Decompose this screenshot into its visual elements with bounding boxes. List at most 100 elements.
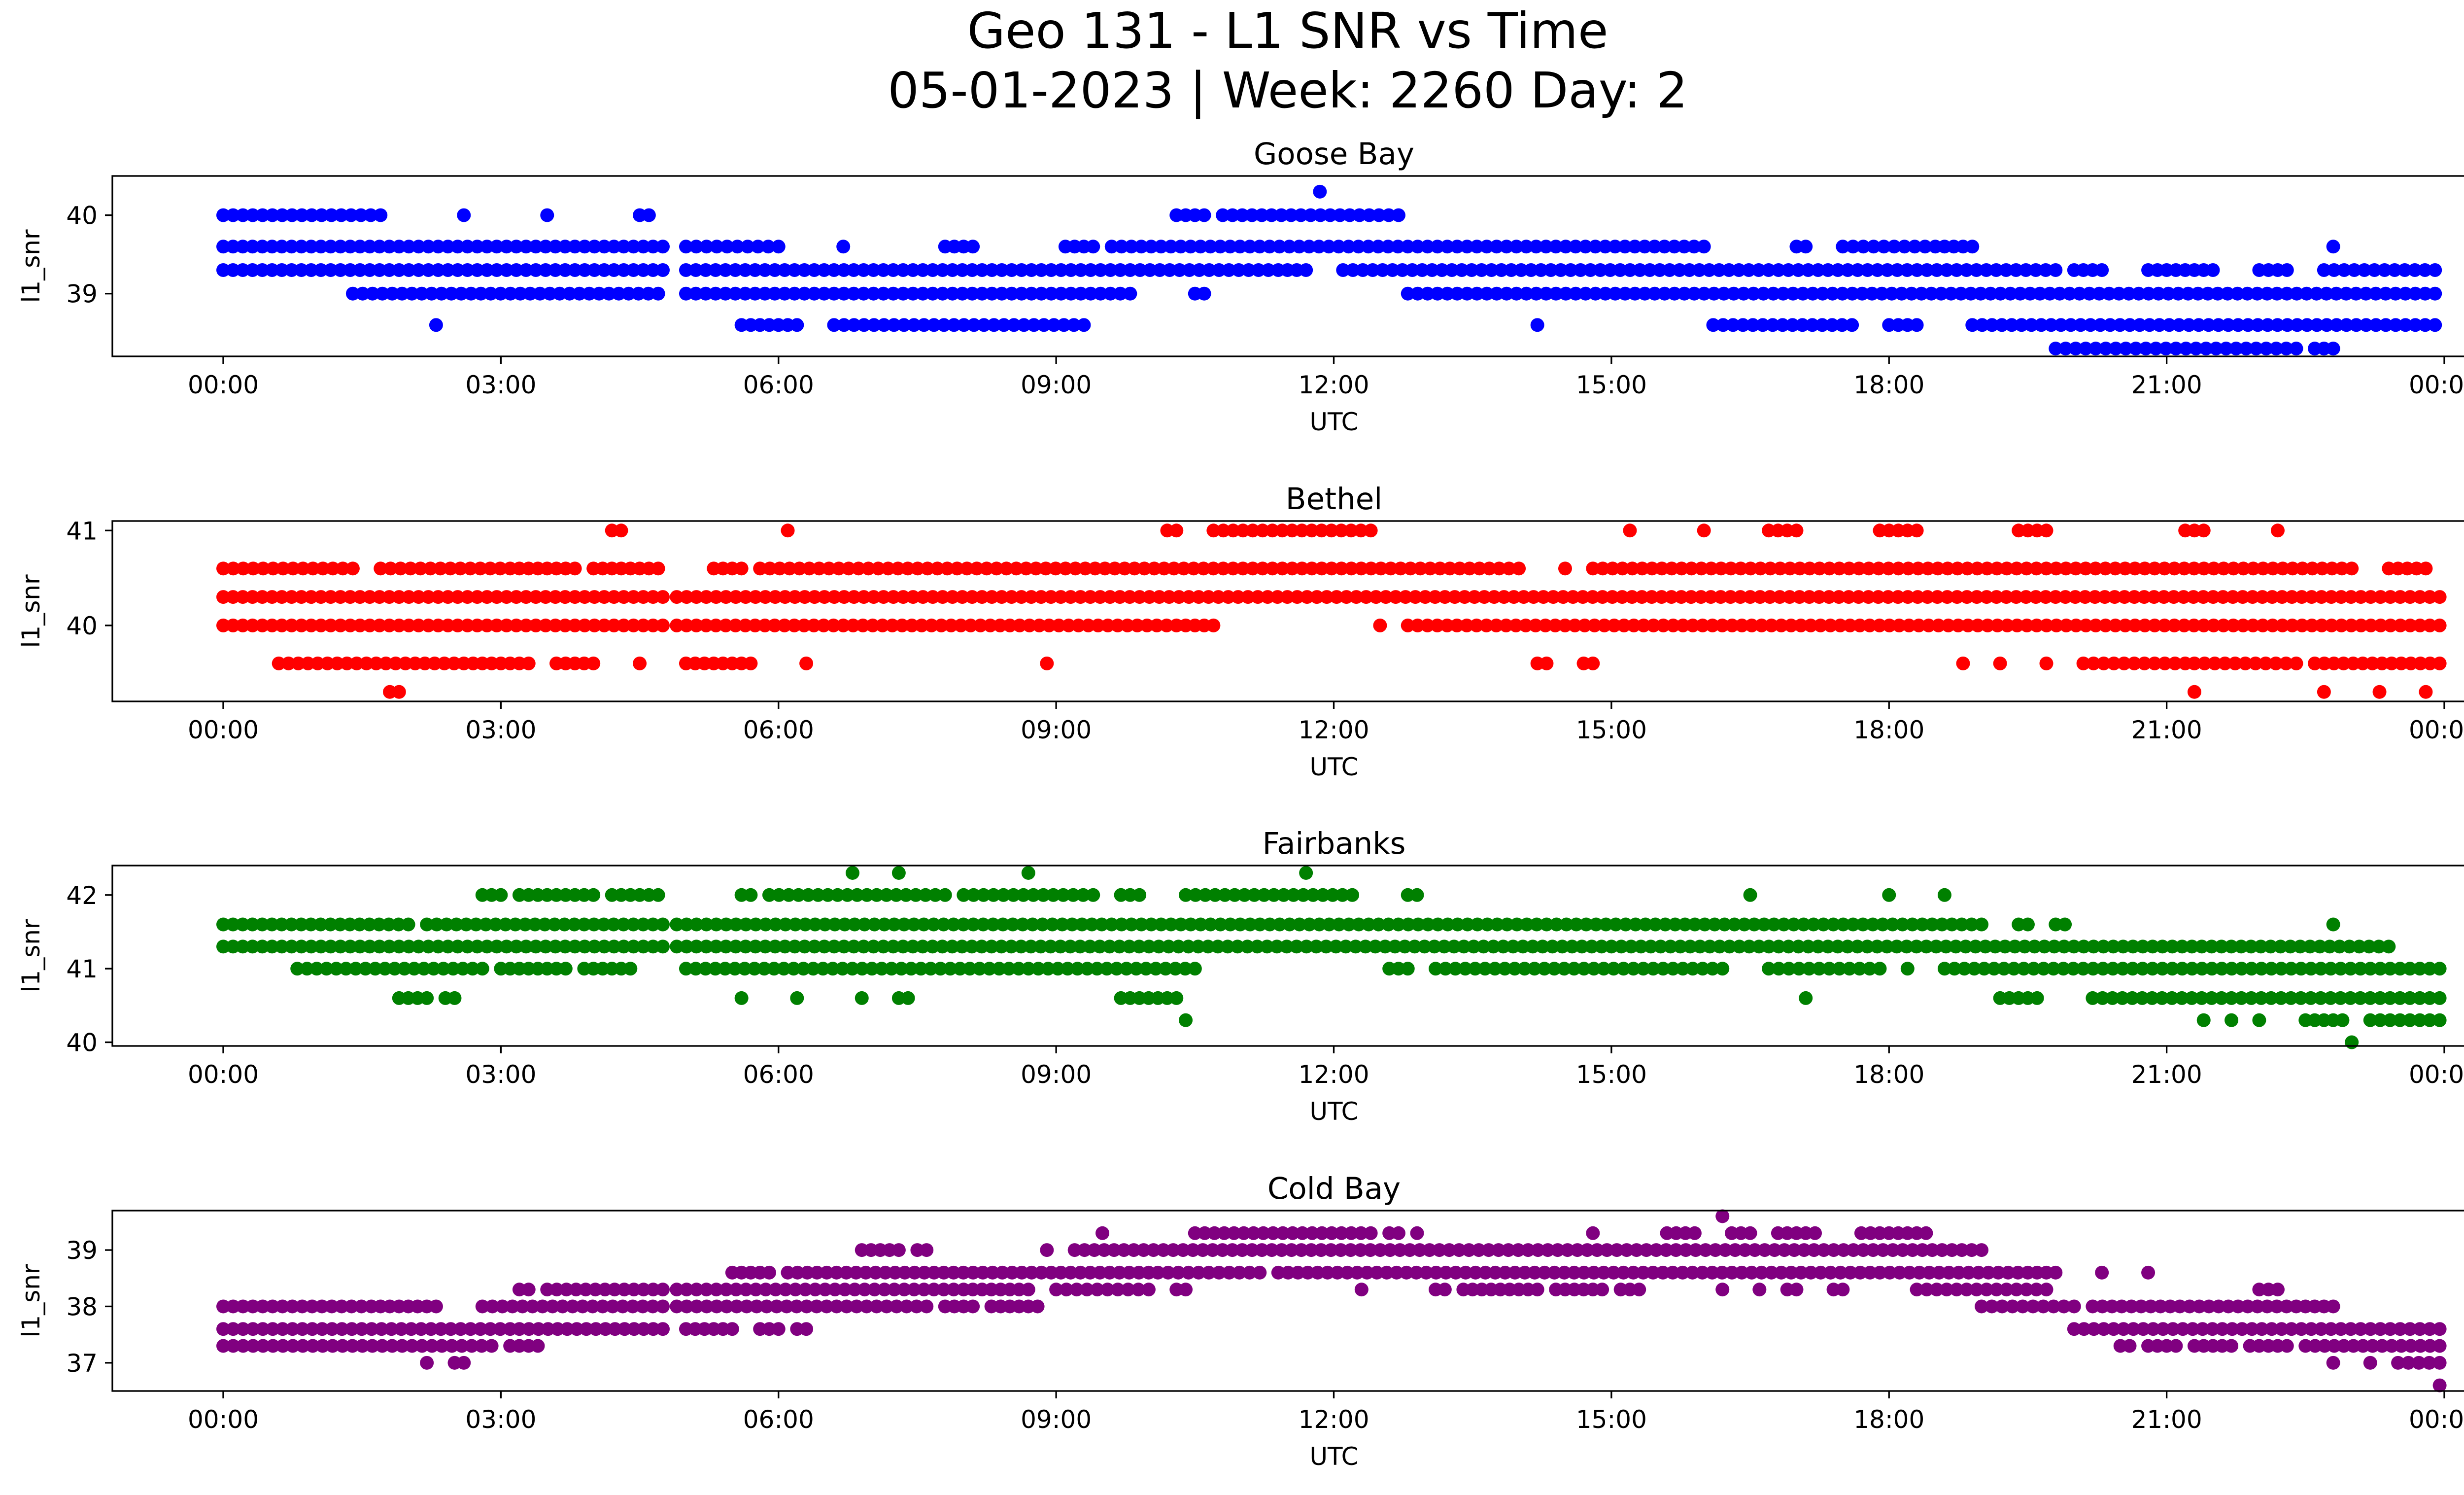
bethel-point [2403, 618, 2417, 632]
bethel-point [2383, 618, 2397, 632]
bethel-point [1961, 618, 1975, 632]
bethel-point [954, 618, 968, 632]
fairbanks-point [798, 917, 812, 932]
fairbanks-point [2423, 962, 2437, 976]
bethel-point [2029, 590, 2043, 604]
goose-bay-point [460, 263, 475, 277]
cold-bay-point [2117, 1322, 2131, 1336]
goose-bay-point [1727, 286, 1741, 301]
bethel-point [2196, 590, 2210, 604]
fairbanks-point [1712, 939, 1727, 954]
goose-bay-point [382, 240, 396, 254]
cold-bay-point [1807, 1243, 1821, 1257]
fairbanks-point [1368, 939, 1382, 954]
bethel-point [310, 656, 325, 670]
goose-bay-point [957, 318, 971, 332]
goose-bay-point [1657, 286, 1672, 301]
cold-bay-point [1985, 1299, 1999, 1314]
goose-bay-point [1785, 318, 1800, 332]
cold-bay-point [2264, 1322, 2279, 1336]
bethel-point [2372, 685, 2387, 699]
bethel-point [2344, 618, 2359, 632]
goose-bay-point [457, 208, 471, 222]
fairbanks-point [1352, 917, 1366, 932]
bethel-point [680, 618, 694, 632]
cold-bay-point [699, 1283, 714, 1297]
goose-bay-point [955, 263, 969, 277]
bethel-point [2107, 656, 2121, 670]
bethel-point [2128, 561, 2142, 576]
cold-bay-point [1222, 1265, 1236, 1280]
fairbanks-point [2393, 962, 2407, 976]
cold-bay-point [1300, 1265, 1315, 1280]
goose-bay-point [1460, 286, 1474, 301]
goose-bay-point [1366, 263, 1380, 277]
fairbanks-point [1905, 917, 1919, 932]
fairbanks-point [1589, 917, 1603, 932]
goose-bay-point [1500, 240, 1514, 254]
bethel-point [2088, 618, 2103, 632]
cold-bay-point [2146, 1322, 2160, 1336]
bethel-point [1607, 618, 1621, 632]
goose-bay-point [226, 263, 240, 277]
bethel-point [1538, 618, 1552, 632]
fairbanks-point [1782, 962, 1796, 976]
bethel-point [1763, 590, 1777, 604]
fairbanks-point [1342, 917, 1356, 932]
fairbanks-point [499, 939, 513, 954]
goose-bay-point [2260, 286, 2274, 301]
fairbanks-point [2204, 991, 2219, 1005]
goose-bay-point [867, 318, 881, 332]
bethel-point [1784, 618, 1798, 632]
fairbanks-point [1055, 917, 1069, 932]
fairbanks-point [1646, 962, 1660, 976]
bethel-point [921, 561, 935, 576]
goose-bay-point [2219, 342, 2233, 356]
fairbanks-point [1688, 917, 1702, 932]
bethel-point [1853, 618, 1867, 632]
bethel-point [2315, 561, 2329, 576]
bethel-point [2118, 618, 2132, 632]
goose-bay-point [450, 263, 465, 277]
bethel-point [1931, 618, 1946, 632]
fairbanks-point [1786, 917, 1801, 932]
bethel-point [245, 618, 260, 632]
bethel-point [2098, 590, 2112, 604]
bethel-point [846, 618, 860, 632]
cold-bay-point [719, 1299, 734, 1314]
goose-bay-point [699, 286, 713, 301]
bethel-point [2259, 656, 2273, 670]
fairbanks-point [830, 888, 845, 902]
cold-bay-point [1097, 1243, 1111, 1257]
cold-bay-point [1787, 1243, 1801, 1257]
goose-bay-point [1382, 208, 1396, 222]
bethel-point [1142, 590, 1157, 604]
bethel-point [509, 618, 523, 632]
fairbanks-point [1802, 962, 1816, 976]
fairbanks-point [680, 917, 694, 932]
fairbanks-point [1292, 917, 1306, 932]
cold-bay-point [1284, 1243, 1299, 1257]
bethel-point [1694, 590, 1708, 604]
bethel-point [1644, 590, 1659, 604]
cold-bay-point [617, 1322, 632, 1336]
bethel-point [2218, 656, 2232, 670]
cold-bay-point [810, 1265, 824, 1280]
goose-bay-point [642, 208, 656, 222]
bethel-x-tick-label: 18:00 [1853, 716, 1924, 744]
fairbanks-point [2283, 939, 2297, 954]
bethel-point [1615, 561, 1630, 576]
cold-bay-point [1335, 1226, 1349, 1240]
bethel-point [447, 656, 461, 670]
goose-bay-point [1223, 240, 1237, 254]
cold-bay-point [2422, 1356, 2436, 1370]
bethel-x-tick-label: 09:00 [1021, 716, 1092, 744]
fairbanks-point [935, 939, 950, 954]
goose-bay-point [2062, 286, 2077, 301]
cold-bay-point [829, 1265, 844, 1280]
fairbanks-point [397, 962, 411, 976]
goose-bay-point [1732, 263, 1746, 277]
fairbanks-point [539, 939, 553, 954]
bethel-point [1655, 561, 1669, 576]
goose-bay-point [1255, 208, 1269, 222]
